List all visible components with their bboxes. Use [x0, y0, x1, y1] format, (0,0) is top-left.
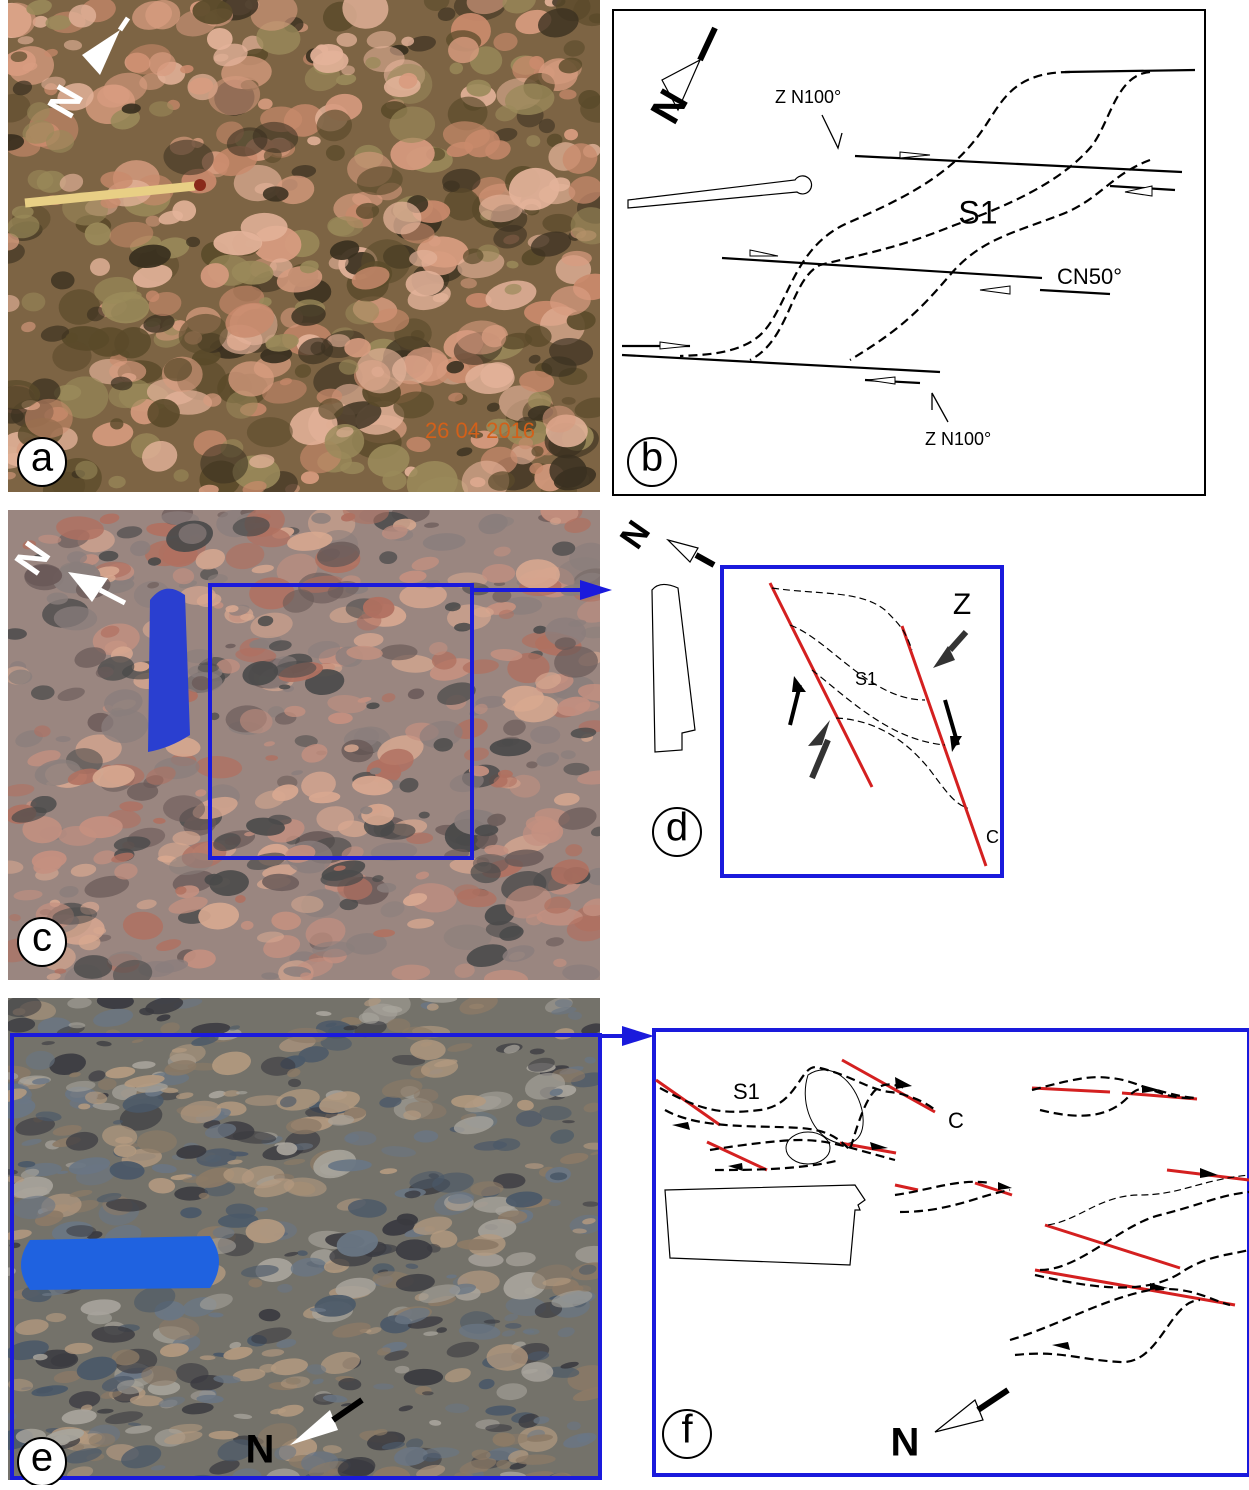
zoom-arrowhead — [622, 1026, 654, 1046]
photo-c — [0, 496, 619, 995]
texture — [486, 1344, 528, 1371]
annotation: Z — [953, 588, 971, 621]
texture — [493, 1432, 516, 1446]
panel-label: b — [641, 436, 663, 480]
texture — [473, 607, 494, 617]
texture — [553, 959, 566, 967]
texture — [186, 237, 200, 247]
north-arrow-f: N — [891, 1390, 1008, 1465]
north-label: N — [613, 514, 658, 556]
texture — [580, 96, 616, 123]
annotation: CN50° — [1057, 264, 1122, 289]
annotation: Z N100° — [775, 87, 841, 107]
pen-cap-outline — [652, 584, 695, 752]
figure: N 26 04 2016 a N Z N100° S1 CN50° Z N100… — [0, 0, 1249, 1485]
texture — [539, 1106, 571, 1121]
shear-sense-arrows — [672, 1077, 1218, 1350]
annotation: Z N100° — [925, 429, 991, 449]
texture — [561, 750, 576, 759]
texture — [263, 186, 289, 201]
pen — [21, 1236, 219, 1290]
panel-label: a — [31, 436, 54, 480]
photo-date: 26 04 2016 — [425, 418, 535, 443]
panel-label: f — [681, 1408, 693, 1452]
photo-e — [0, 988, 615, 1485]
texture — [34, 725, 51, 737]
pen-cap — [148, 589, 190, 752]
texture — [66, 1225, 96, 1237]
page: {"panels": { "a": {"label": "a", "north"… — [0, 0, 1249, 1485]
texture — [373, 1383, 394, 1389]
texture — [583, 1201, 599, 1206]
texture — [387, 1018, 411, 1032]
annotation: S1 — [733, 1079, 760, 1104]
north-label: N — [891, 1421, 920, 1465]
texture — [336, 33, 357, 47]
texture — [291, 896, 323, 913]
panel-label: c — [32, 916, 52, 960]
north-arrow-d: N — [613, 514, 714, 565]
texture — [530, 726, 560, 744]
texture — [286, 1377, 301, 1384]
texture — [456, 834, 478, 846]
annotation: S1 — [855, 669, 877, 689]
annotation: C — [948, 1108, 964, 1133]
texture — [199, 1193, 210, 1199]
texture — [562, 1120, 575, 1123]
north-label: N — [246, 1428, 275, 1472]
annotation: C — [986, 827, 999, 847]
panel-b-frame — [613, 10, 1205, 495]
texture — [523, 1330, 535, 1334]
texture — [422, 1391, 434, 1395]
panel-label: d — [666, 806, 688, 850]
annotation: S1 — [958, 194, 997, 230]
panel-label: e — [31, 1436, 53, 1480]
